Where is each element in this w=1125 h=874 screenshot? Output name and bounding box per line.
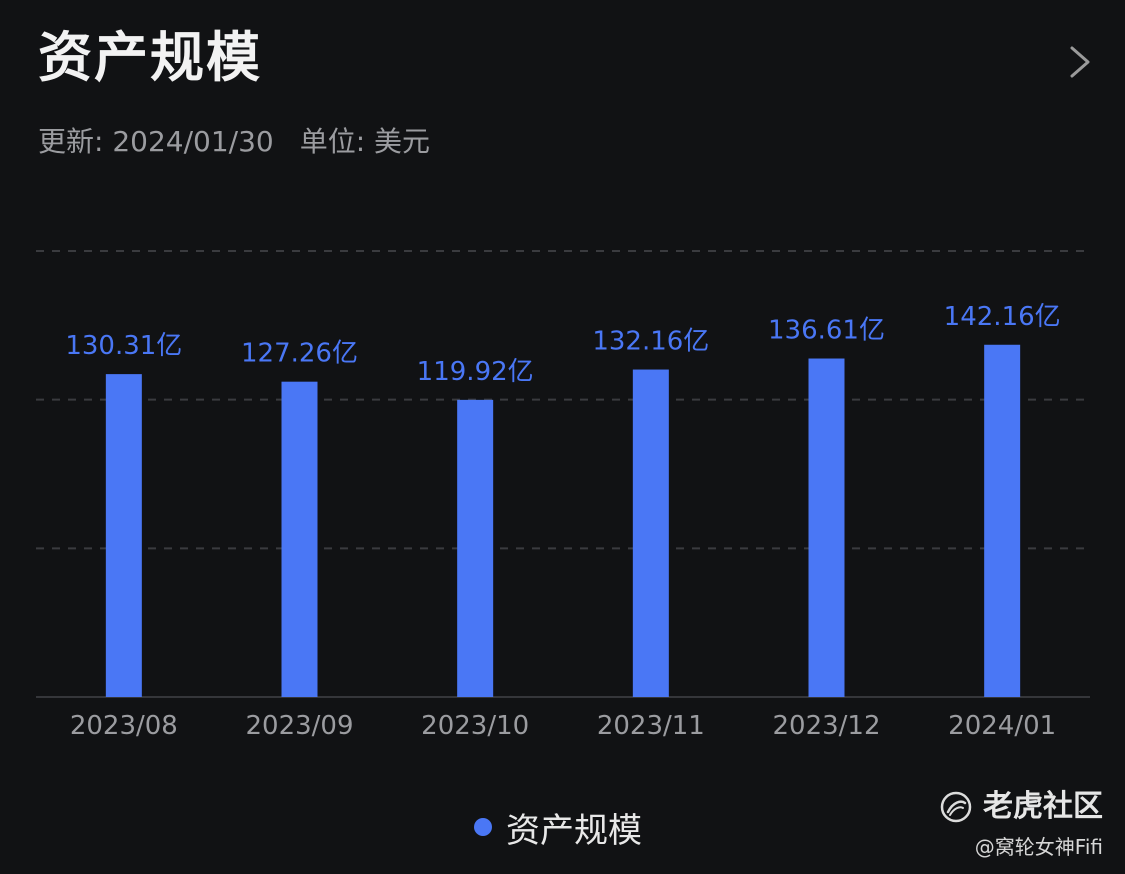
x-tick-label-2: 2023/10 (421, 711, 529, 741)
chevron-right-icon[interactable] (1064, 42, 1094, 82)
tiger-community-logo (940, 791, 972, 823)
bar-2 (457, 399, 494, 697)
legend-label: 资产规模 (506, 810, 642, 851)
watermark-brand-text: 老虎社区 (983, 789, 1103, 824)
legend-color-dot (474, 818, 492, 836)
chart-meta: 更新: 2024/01/30 单位: 美元 (38, 122, 430, 162)
data-label-0: 130.31亿 (65, 331, 182, 361)
page-title: 资产规模 (38, 26, 262, 89)
data-label-1: 127.26亿 (241, 339, 358, 369)
bar-5 (984, 344, 1021, 697)
update-date: 更新: 2024/01/30 (38, 125, 274, 158)
bar-1 (281, 381, 318, 697)
bar-0 (105, 374, 142, 697)
x-tick-label-5: 2024/01 (948, 711, 1056, 741)
x-tick-label-4: 2023/12 (772, 711, 880, 741)
data-label-5: 142.16亿 (944, 302, 1061, 332)
watermark-brand: 老虎社区 (939, 786, 1103, 828)
x-tick-label-3: 2023/11 (597, 711, 705, 741)
x-tick-label-1: 2023/09 (245, 711, 353, 741)
watermark: 老虎社区 @窝轮女神Fifi (939, 786, 1103, 862)
bar-4 (808, 358, 845, 697)
x-tick-label-0: 2023/08 (70, 711, 178, 741)
unit-label: 单位: 美元 (299, 125, 431, 158)
data-label-3: 132.16亿 (592, 327, 709, 357)
chart-legend[interactable]: 资产规模 (474, 802, 642, 852)
bar-3 (632, 369, 669, 697)
data-label-4: 136.61亿 (768, 316, 885, 346)
watermark-user: @窝轮女神Fifi (974, 835, 1103, 859)
data-label-2: 119.92亿 (417, 357, 534, 387)
